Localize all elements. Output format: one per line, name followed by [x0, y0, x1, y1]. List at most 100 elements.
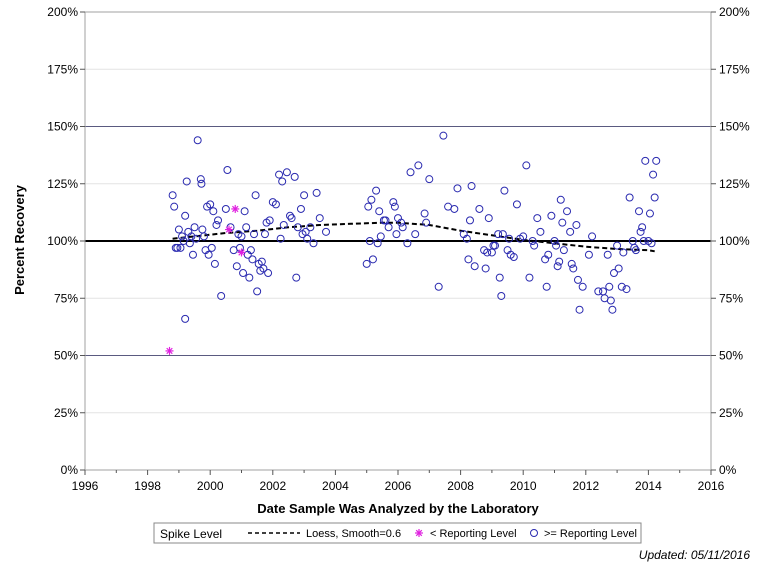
data-point-circle [614, 264, 623, 273]
data-point-circle [494, 230, 503, 239]
asterisk-stroke [166, 347, 173, 355]
legend-circle-icon [530, 529, 538, 537]
data-point-circle [453, 184, 462, 193]
data-point-circle [389, 198, 398, 207]
data-point-circle [542, 282, 551, 291]
data-point-circle [489, 241, 498, 250]
data-point-circle [497, 291, 506, 300]
data-point-circle [481, 264, 490, 273]
data-point-circle [232, 262, 241, 271]
data-point-circle [439, 131, 448, 140]
y-tick-label-right: 0% [719, 463, 737, 477]
data-point-circle [204, 250, 213, 259]
x-tick-label: 2004 [322, 479, 349, 493]
data-point-circle [223, 166, 232, 175]
data-point-circle [265, 216, 274, 225]
data-point-circle [397, 218, 406, 227]
data-point-circle [603, 250, 612, 259]
asterisk-stroke [415, 529, 423, 537]
data-point-circle [609, 269, 618, 278]
legend-asterisk-icon [415, 529, 423, 537]
data-point-circle [245, 273, 254, 282]
data-point-circle [584, 250, 593, 259]
data-point-circle [434, 282, 443, 291]
data-point-circle [282, 168, 291, 177]
data-point-circle [483, 248, 492, 257]
x-tick-label: 2008 [447, 479, 474, 493]
data-point-circle [464, 255, 473, 264]
data-point-circle [206, 200, 215, 209]
data-point-circle [631, 246, 640, 255]
y-tick-label-right: 200% [719, 5, 750, 19]
data-point-asterisk [165, 346, 174, 355]
y-tick-label-left: 175% [47, 62, 78, 76]
data-point-circle [398, 223, 407, 232]
data-point-circle [260, 230, 269, 239]
data-point-circle [286, 211, 295, 220]
data-point-circle [181, 314, 190, 323]
data-point-circle [491, 241, 500, 250]
data-point-circle [306, 223, 315, 232]
data-point-circle [512, 200, 521, 209]
data-point-circle [174, 225, 183, 234]
data-point-circle [652, 156, 661, 165]
data-point-circle [575, 305, 584, 314]
data-point-circle [544, 250, 553, 259]
data-point-circle [533, 214, 542, 223]
series-below-reporting-level [165, 204, 246, 355]
x-tick-label: 1998 [134, 479, 161, 493]
data-point-circle [173, 243, 182, 252]
data-point-circle [563, 207, 572, 216]
data-point-circle [414, 161, 423, 170]
y-tick-label-right: 125% [719, 177, 750, 191]
data-point-circle [296, 204, 305, 213]
data-point-circle [253, 287, 262, 296]
data-point-circle [390, 202, 399, 211]
data-point-asterisk [231, 204, 240, 213]
y-tick-label-right: 75% [719, 291, 743, 305]
data-point-circle [170, 202, 179, 211]
data-point-circle [287, 214, 296, 223]
loess-line [172, 221, 655, 253]
y-tick-label-left: 75% [54, 291, 78, 305]
data-point-circle [422, 218, 431, 227]
data-point-circle [384, 223, 393, 232]
legend-title: Spike Level [160, 527, 222, 541]
data-point-circle [217, 291, 226, 300]
data-point-circle [525, 273, 534, 282]
x-tick-label: 2012 [572, 479, 599, 493]
data-point-circle [240, 207, 249, 216]
data-point-circle [271, 200, 280, 209]
data-point-circle [392, 230, 401, 239]
data-point-circle [181, 211, 190, 220]
data-point-circle [176, 243, 185, 252]
data-point-circle [647, 239, 656, 248]
y-tick-label-right: 175% [719, 62, 750, 76]
data-point-circle [248, 255, 257, 264]
y-tick-label-left: 150% [47, 120, 78, 134]
data-point-circle [246, 246, 255, 255]
x-tick-label: 2006 [385, 479, 412, 493]
data-point-circle [214, 216, 223, 225]
data-point-circle [193, 136, 202, 145]
updated-note: Updated: 05/11/2016 [638, 548, 750, 562]
y-tick-label-left: 125% [47, 177, 78, 191]
legend-loess-label: Loess, Smooth=0.6 [306, 528, 401, 540]
data-point-circle [192, 234, 201, 243]
data-point-circle [239, 269, 248, 278]
data-point-circle [613, 241, 622, 250]
data-point-circle [536, 227, 545, 236]
data-point-circle [406, 168, 415, 177]
data-point-circle [373, 239, 382, 248]
data-point-circle [572, 220, 581, 229]
data-point-circle [293, 223, 302, 232]
data-point-circle [275, 170, 284, 179]
y-axis-right: 0% 25% 50% 75% 100% 125% 150% 175% 200% [711, 5, 750, 477]
data-point-circle [567, 259, 576, 268]
series-above-reporting-level [168, 131, 661, 323]
data-point-circle [221, 204, 230, 213]
data-point-circle [594, 287, 603, 296]
data-point-circle [365, 237, 374, 245]
data-point-circle [559, 246, 568, 255]
data-point-circle [292, 273, 301, 282]
